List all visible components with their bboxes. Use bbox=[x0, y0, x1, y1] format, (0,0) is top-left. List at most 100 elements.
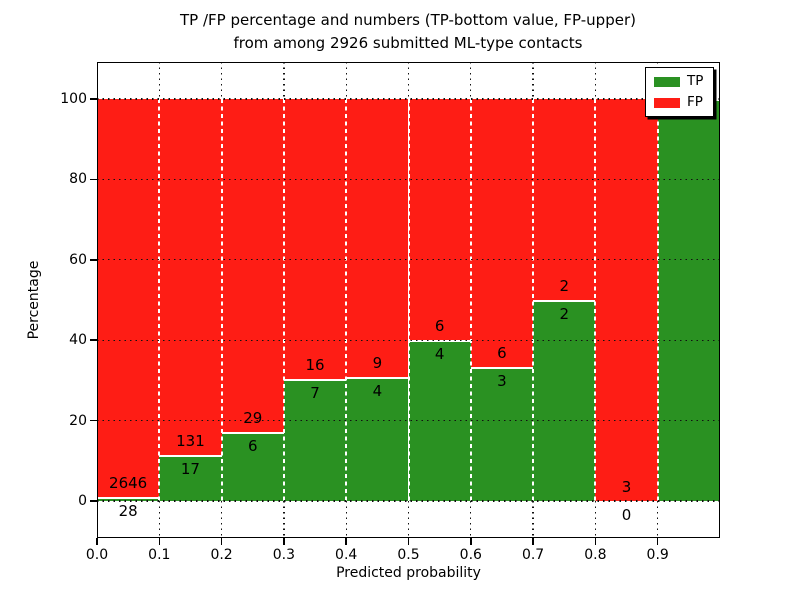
y-axis-label: Percentage bbox=[26, 260, 42, 340]
gridline-horizontal bbox=[97, 178, 720, 181]
gridline-vertical-bottom bbox=[345, 501, 347, 538]
y-tick-label: 20 bbox=[69, 412, 87, 429]
gridline-vertical-bottom bbox=[532, 501, 534, 538]
bar-label-fp: 9 bbox=[372, 354, 383, 373]
chart-title-line1: TP /FP percentage and numbers (TP-bottom… bbox=[180, 11, 636, 29]
bar-label-tp: 7 bbox=[310, 383, 320, 402]
bar-label-tp: 17 bbox=[180, 459, 200, 478]
gridline-vertical-bottom bbox=[283, 501, 285, 538]
x-tick-label: 0.5 bbox=[397, 547, 420, 563]
bar-tp-segment bbox=[97, 496, 160, 501]
y-tick-mark bbox=[90, 178, 97, 181]
y-tick-mark bbox=[90, 339, 97, 341]
bar-fp-segment bbox=[533, 99, 596, 300]
bar-label-tp: 0 bbox=[621, 506, 632, 524]
bar-fp-segment bbox=[470, 99, 534, 367]
bar-boundary-line bbox=[407, 99, 410, 501]
bar-fp-segment bbox=[97, 99, 160, 497]
legend-label-tp: TP bbox=[687, 73, 704, 89]
bar-fp-segment bbox=[283, 99, 347, 379]
plot-area: 2646281311729616794646322300702040608010… bbox=[60, 62, 720, 563]
bar-fp-segment bbox=[595, 99, 658, 501]
y-tick-label: 100 bbox=[60, 91, 87, 107]
bar-boundary-line bbox=[469, 99, 472, 501]
bar-label-fp: 2 bbox=[559, 277, 570, 295]
x-tick-label: 0.0 bbox=[85, 547, 109, 563]
x-tick-label: 0.7 bbox=[521, 547, 545, 563]
bar-label-fp: 131 bbox=[176, 431, 205, 450]
gridline-vertical-top bbox=[407, 62, 410, 99]
bar-tp-segment bbox=[221, 432, 284, 501]
bar-label-tp: 2 bbox=[559, 305, 570, 323]
bar-boundary-line bbox=[656, 99, 659, 501]
gridline-horizontal bbox=[97, 259, 720, 261]
chart-title: TP /FP percentage and numbers (TP-bottom… bbox=[17, 9, 799, 55]
y-tick-mark bbox=[90, 500, 97, 502]
bar-tp-segment bbox=[159, 454, 222, 501]
bar-tp-segment bbox=[533, 300, 596, 501]
y-tick-label: 80 bbox=[69, 171, 87, 188]
bar-boundary-line bbox=[220, 99, 223, 501]
gridline-horizontal bbox=[97, 419, 720, 422]
x-tick-mark bbox=[220, 538, 223, 545]
x-tick-mark bbox=[283, 538, 285, 545]
x-tick-label: 0.3 bbox=[272, 547, 296, 563]
y-tick-mark bbox=[90, 419, 97, 422]
gridline-vertical-top bbox=[532, 62, 534, 99]
y-tick-label: 40 bbox=[69, 332, 87, 349]
x-tick-mark bbox=[158, 538, 161, 545]
gridline-vertical-bottom bbox=[158, 501, 160, 538]
gridline-horizontal bbox=[97, 98, 720, 100]
gridline-vertical-bottom bbox=[470, 501, 472, 538]
gridline-vertical-bottom bbox=[594, 501, 597, 538]
bar-fp-segment bbox=[346, 99, 409, 378]
bar-tp-segment bbox=[283, 378, 347, 501]
gridline-vertical-top bbox=[220, 62, 223, 99]
legend-swatch-fp bbox=[654, 97, 680, 108]
bar-label-fp: 29 bbox=[243, 409, 263, 428]
legend-entry: FP bbox=[654, 95, 705, 110]
gridline-horizontal bbox=[97, 339, 720, 341]
x-tick-mark bbox=[407, 538, 410, 545]
gridline-vertical-top bbox=[594, 62, 597, 99]
x-tick-mark bbox=[594, 538, 597, 545]
bar-boundary-line bbox=[158, 99, 161, 501]
bar-label-fp: 6 bbox=[497, 344, 507, 362]
bar-label-tp: 4 bbox=[434, 345, 445, 364]
x-tick-label: 0.1 bbox=[148, 547, 171, 563]
bar-tp-segment bbox=[657, 99, 720, 501]
bar-boundary-line bbox=[532, 99, 535, 501]
bar-label-fp: 6 bbox=[434, 317, 445, 336]
bar-label-fp: 3 bbox=[621, 478, 632, 496]
x-tick-mark bbox=[470, 538, 472, 545]
gridline-horizontal bbox=[97, 500, 720, 502]
bar-boundary-line bbox=[594, 99, 597, 501]
bar-fp-segment bbox=[221, 99, 284, 433]
bar-tp-segment bbox=[470, 367, 534, 501]
y-tick-label: 60 bbox=[69, 251, 87, 268]
y-tick-label: 0 bbox=[78, 493, 87, 509]
gridline-vertical-bottom bbox=[407, 501, 410, 538]
bar-boundary-line bbox=[345, 99, 348, 501]
bar-fp-segment bbox=[159, 99, 222, 455]
chart-title-line2: from among 2926 submitted ML-type contac… bbox=[233, 34, 583, 52]
x-tick-label: 0.2 bbox=[210, 547, 233, 563]
gridline-vertical-top bbox=[345, 62, 347, 99]
gridline-vertical-top bbox=[283, 62, 285, 99]
x-tick-label: 0.9 bbox=[646, 547, 669, 563]
x-axis-label: Predicted probability bbox=[336, 565, 481, 581]
gridline-vertical-top bbox=[158, 62, 160, 99]
x-tick-mark bbox=[345, 538, 347, 545]
legend-swatch-tp bbox=[654, 76, 680, 87]
bar-boundary-line bbox=[282, 99, 285, 501]
bar-label-fp: 16 bbox=[305, 355, 325, 374]
legend: TP FP bbox=[645, 67, 714, 117]
gridline-vertical-top bbox=[470, 62, 472, 99]
x-tick-mark bbox=[96, 538, 98, 545]
bar-label-tp: 6 bbox=[247, 437, 258, 456]
y-tick-mark bbox=[90, 98, 97, 100]
x-tick-label: 0.6 bbox=[459, 547, 482, 563]
gridline-vertical-bottom bbox=[220, 501, 223, 538]
legend-label-fp: FP bbox=[687, 94, 703, 110]
